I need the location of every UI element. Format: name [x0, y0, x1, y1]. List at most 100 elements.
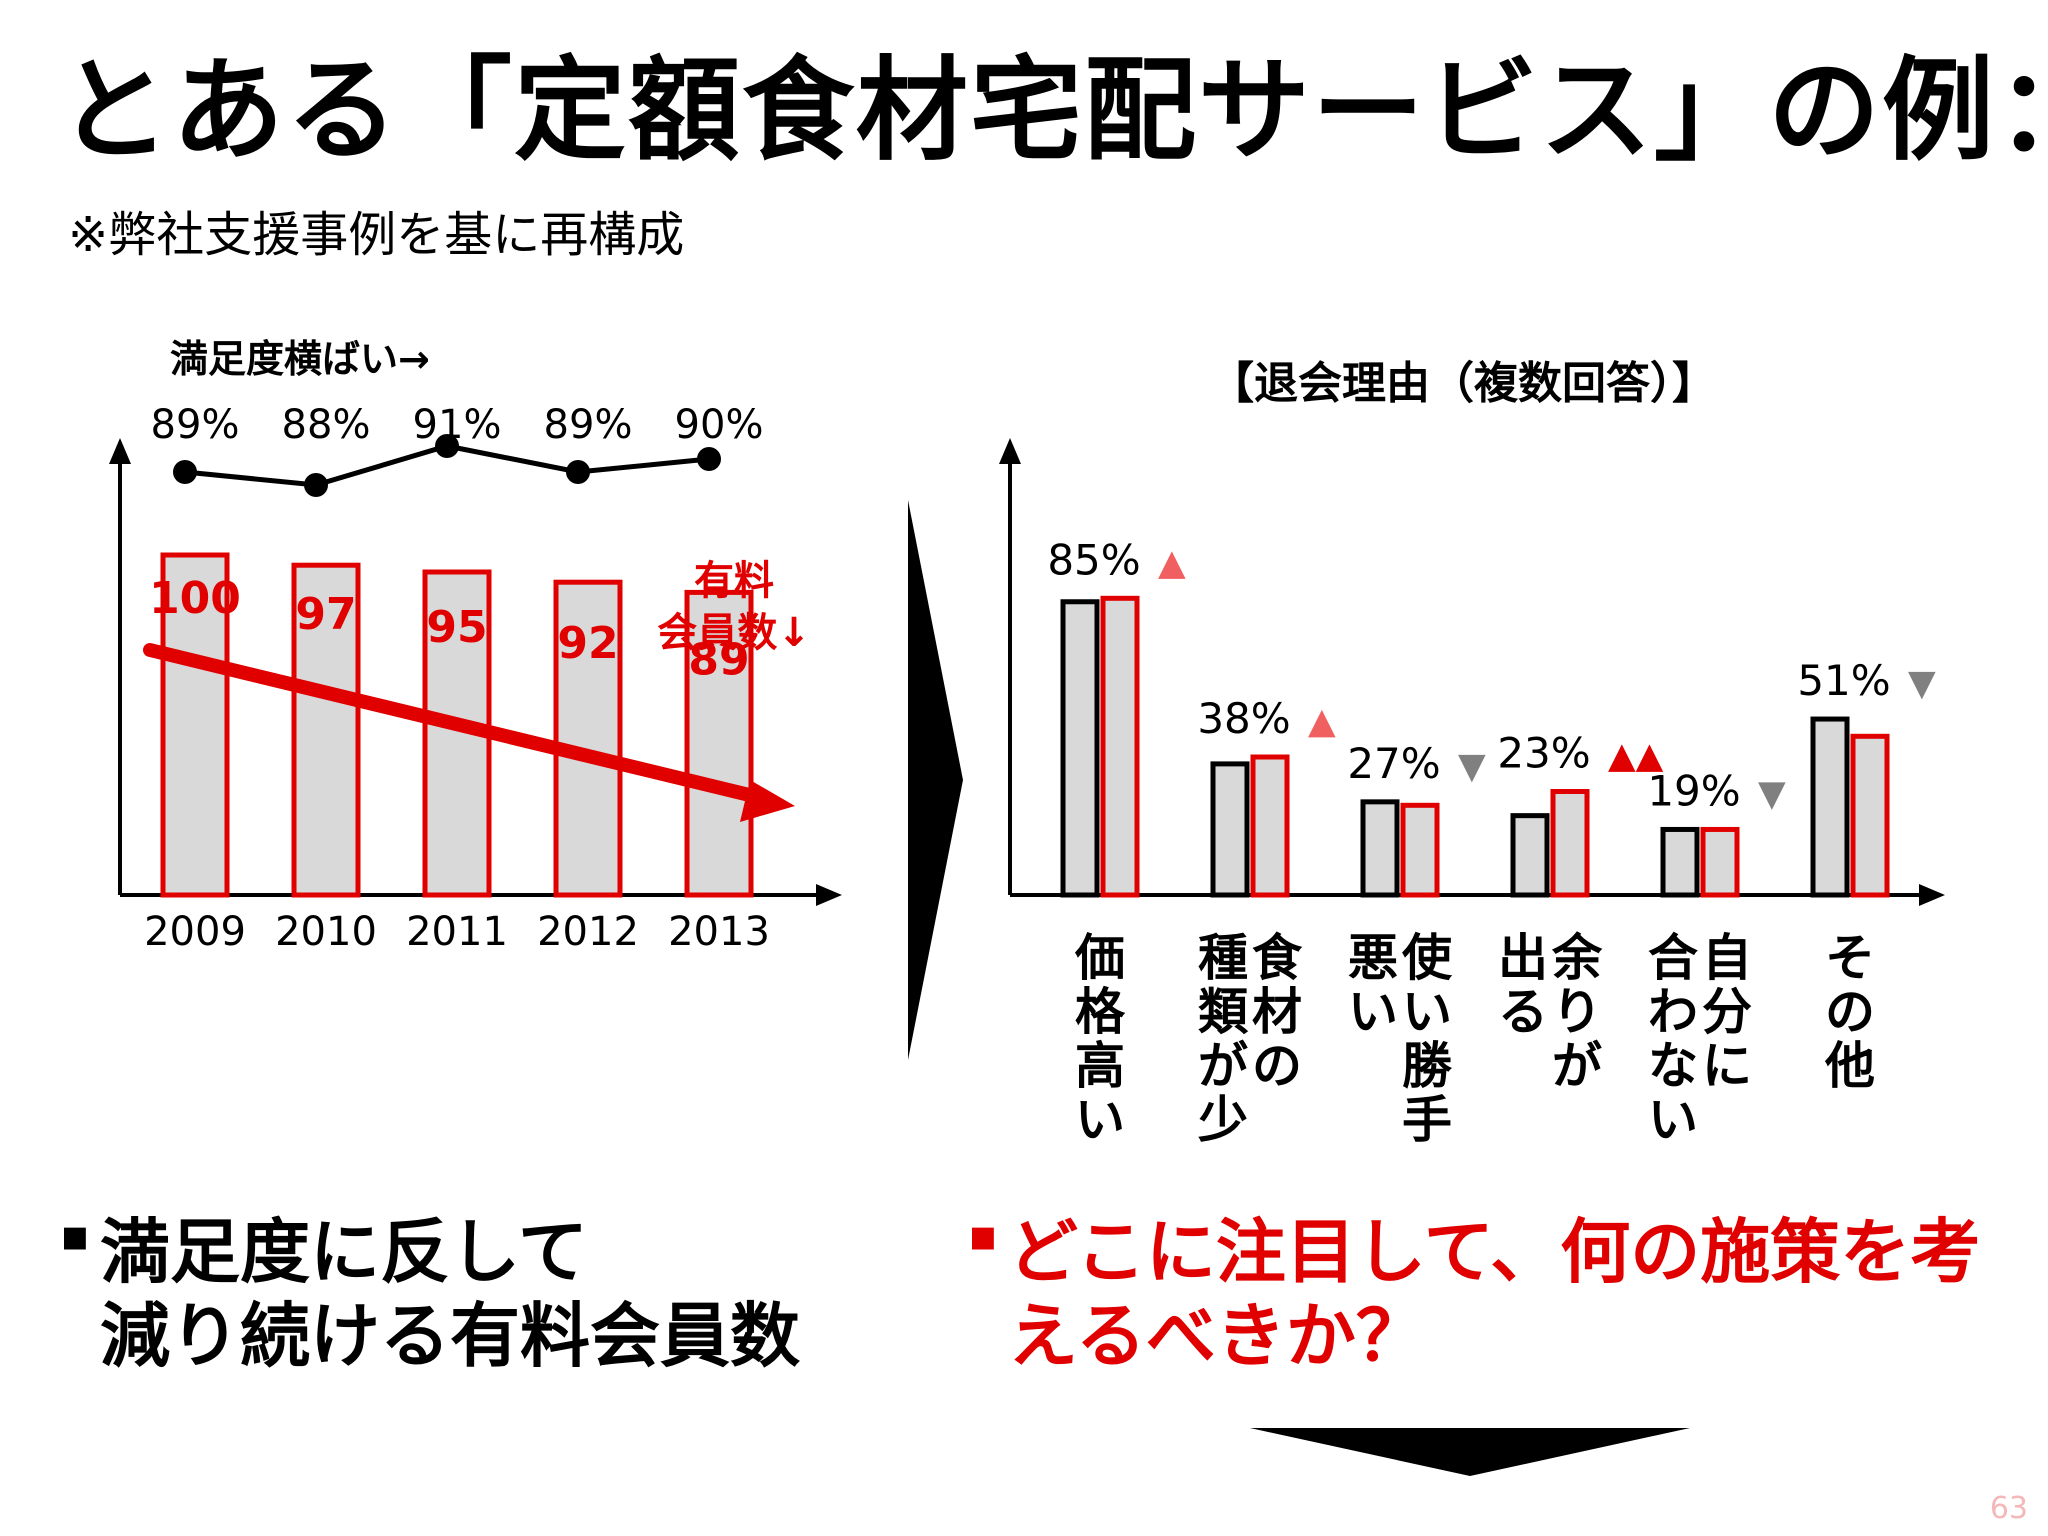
category-label-char: な [1648, 1037, 1698, 1095]
data-label: 89 [688, 634, 749, 685]
right-note-text: どこに注目して、何の施策を考 えるべきか？ [1008, 1211, 1981, 1377]
category-label-char: 使 [1402, 929, 1453, 987]
arrow-right-icon [908, 500, 963, 1060]
chart-title: 満足度横ばい→ [170, 337, 430, 381]
line-point [173, 460, 197, 484]
page-number: 63 [1989, 1491, 2028, 1526]
page-title: とある「定額食材宅配サービス」の例： [58, 46, 2048, 176]
bar [1510, 813, 1550, 898]
line-label: 88% [282, 402, 371, 448]
category-label-char: い [1075, 1091, 1125, 1149]
category-label-char: が [1552, 1037, 1602, 1095]
bullet-icon: ▪ [60, 1210, 90, 1261]
data-label: 95 [426, 602, 487, 653]
bar [1360, 799, 1400, 898]
x-tick-label: 2010 [275, 909, 377, 955]
line-label: 90% [675, 402, 764, 448]
category-label-char: る [1498, 983, 1548, 1041]
bar [1700, 826, 1740, 898]
category-label-char: 類 [1198, 983, 1249, 1041]
category-label-char: 格 [1075, 983, 1126, 1041]
x-axis-arrow [816, 884, 842, 906]
category-label-char: 勝 [1402, 1037, 1453, 1095]
category-label-char: 種 [1198, 929, 1248, 987]
category-label-char: が [1198, 1037, 1248, 1095]
line-label: 89% [544, 402, 633, 448]
change-marker: ▲ [1158, 542, 1186, 583]
data-label: 23% [1497, 729, 1590, 778]
category-label-char: 自 [1702, 929, 1752, 987]
category-label-char: 余 [1551, 929, 1603, 987]
membership-chart: 満足度横ばい→ 100 2009 97 2010 95 2011 92 2012 89 2013 89… [109, 337, 842, 955]
category-label-char: 材 [1252, 983, 1302, 1041]
data-label: 85% [1047, 535, 1140, 584]
category-label-char: そ [1825, 929, 1875, 987]
x-tick-label: 2012 [537, 909, 639, 955]
category-label-char: 手 [1402, 1091, 1452, 1149]
chart-title: 【退会理由（複数回答）】 [1210, 358, 1716, 409]
change-marker: ▼ [1458, 746, 1486, 787]
data-label: 51% [1797, 656, 1890, 705]
bar [160, 552, 230, 898]
data-label: 92 [557, 618, 618, 669]
category-label-char: に [1702, 1037, 1752, 1095]
category-label-char: い [1348, 983, 1398, 1041]
category-label-char: の [1252, 1037, 1302, 1095]
x-tick-label: 2013 [668, 909, 770, 955]
category-label-char: 高 [1075, 1037, 1125, 1095]
y-axis-arrow [109, 438, 131, 464]
left-note-text: 満足度に反して 減り続ける有料会員数 [100, 1211, 800, 1377]
bar [1850, 733, 1890, 898]
bar [1210, 761, 1250, 898]
arrow-down-icon [1250, 1428, 1690, 1476]
category-label-char: 悪 [1348, 929, 1398, 987]
x-tick-label: 2009 [144, 909, 246, 955]
left-note: ▪ 満足度に反して 減り続ける有料会員数 [60, 1210, 800, 1378]
x-axis-arrow [1919, 884, 1945, 906]
bullet-icon: ▪ [968, 1210, 998, 1261]
line-label: 91% [413, 402, 502, 448]
change-marker: ▲▲ [1608, 736, 1664, 777]
bar [553, 579, 623, 898]
category-label-char: の [1825, 983, 1875, 1041]
data-label: 97 [295, 589, 356, 640]
change-marker: ▼ [1758, 773, 1786, 814]
right-note: ▪ どこに注目して、何の施策を考 えるべきか？ [968, 1210, 1980, 1378]
category-label-char: 食 [1252, 929, 1303, 987]
line-point [304, 473, 328, 497]
category-label-char: い [1648, 1091, 1698, 1149]
bar [1550, 789, 1590, 898]
bar [684, 589, 754, 898]
bar [1250, 754, 1290, 898]
category-label-char: 出 [1498, 929, 1548, 987]
trend-arrow-head [740, 780, 795, 822]
trend-label-line-2: 会員数↓ [657, 610, 811, 656]
category-label-char: 少 [1198, 1091, 1248, 1149]
data-label: 100 [149, 573, 241, 624]
page-subtitle: ※弊社支援事例を基に再構成 [68, 207, 685, 263]
category-label-char: い [1402, 983, 1452, 1041]
bar [1400, 802, 1440, 898]
line-point [697, 447, 721, 471]
category-label-char: 他 [1824, 1037, 1875, 1095]
x-tick-label: 2011 [406, 909, 508, 955]
data-label: 27% [1347, 739, 1440, 788]
bar [1060, 599, 1100, 898]
y-axis-arrow [999, 438, 1021, 464]
trend-arrow [143, 643, 777, 807]
bar [291, 562, 361, 898]
category-label-char: 合 [1648, 929, 1698, 987]
bar [1810, 716, 1850, 898]
category-label-char: り [1552, 983, 1602, 1041]
bar [1660, 826, 1700, 898]
line-point [435, 434, 459, 458]
change-marker: ▲ [1308, 701, 1336, 742]
change-marker: ▼ [1908, 663, 1936, 704]
bar [1100, 595, 1140, 898]
category-label-char: 価 [1074, 929, 1125, 987]
trend-label-line-1: 有料 [694, 558, 774, 604]
line-label: 89% [151, 402, 240, 448]
data-label: 38% [1197, 694, 1290, 743]
category-label-char: わ [1648, 983, 1698, 1041]
